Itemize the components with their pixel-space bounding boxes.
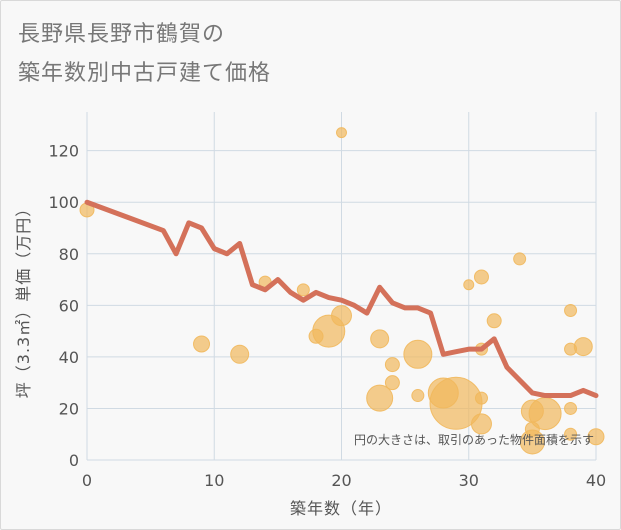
bubble-point — [473, 269, 489, 285]
bubble-point — [331, 305, 352, 327]
bubble-point — [370, 329, 390, 349]
bubble-point — [474, 391, 488, 405]
bubble-point — [587, 428, 605, 446]
y-tick-label: 100 — [48, 193, 79, 212]
bubble-point — [564, 401, 578, 415]
bubble-point — [193, 335, 211, 353]
bubble-point — [230, 344, 250, 364]
bubble-point — [336, 127, 347, 139]
bubble-point — [384, 357, 400, 373]
y-tick-label: 0 — [69, 451, 79, 470]
chart-title-line-2: 築年数別中古戸建て価格 — [18, 61, 272, 86]
bubble-point — [366, 384, 394, 412]
y-tick-label: 20 — [59, 399, 79, 418]
bubble-point — [564, 427, 578, 441]
tick-labels: 0 20 40 60 80 100 120 0 10 20 30 40 — [48, 142, 606, 490]
bubble-point — [486, 313, 502, 329]
y-tick-label: 40 — [59, 348, 79, 367]
annotation-note: 円の大きさは、取引のあった物件面積を示す — [354, 432, 594, 447]
grid-lines — [86, 112, 597, 461]
x-tick-label: 10 — [204, 471, 224, 490]
bubble-point — [411, 389, 425, 403]
bubble-point — [296, 283, 310, 297]
bubble-point — [384, 375, 400, 391]
bubble-point — [513, 252, 527, 266]
bubble-point — [564, 303, 578, 317]
y-tick-label: 60 — [59, 296, 79, 315]
x-tick-label: 20 — [331, 471, 351, 490]
bubble-series — [79, 127, 605, 455]
average-price-line — [84, 199, 599, 399]
bubble-point — [519, 429, 545, 455]
y-tick-label: 120 — [48, 142, 79, 161]
x-axis-label: 築年数（年） — [290, 499, 392, 518]
bubble-point — [470, 413, 492, 435]
bubble-point — [573, 337, 593, 357]
line-series — [84, 199, 599, 399]
chart-title-line-1: 長野県長野市鶴賀の — [18, 22, 226, 47]
bubble-point — [528, 397, 562, 431]
y-tick-label: 80 — [59, 245, 79, 264]
y-axis-label: 坪（3.3㎡）単価（万円） — [14, 200, 33, 398]
bubble-point — [403, 339, 433, 369]
x-tick-label: 0 — [82, 471, 92, 490]
bubble-point — [463, 279, 475, 291]
x-tick-label: 40 — [586, 471, 606, 490]
x-tick-label: 30 — [459, 471, 479, 490]
